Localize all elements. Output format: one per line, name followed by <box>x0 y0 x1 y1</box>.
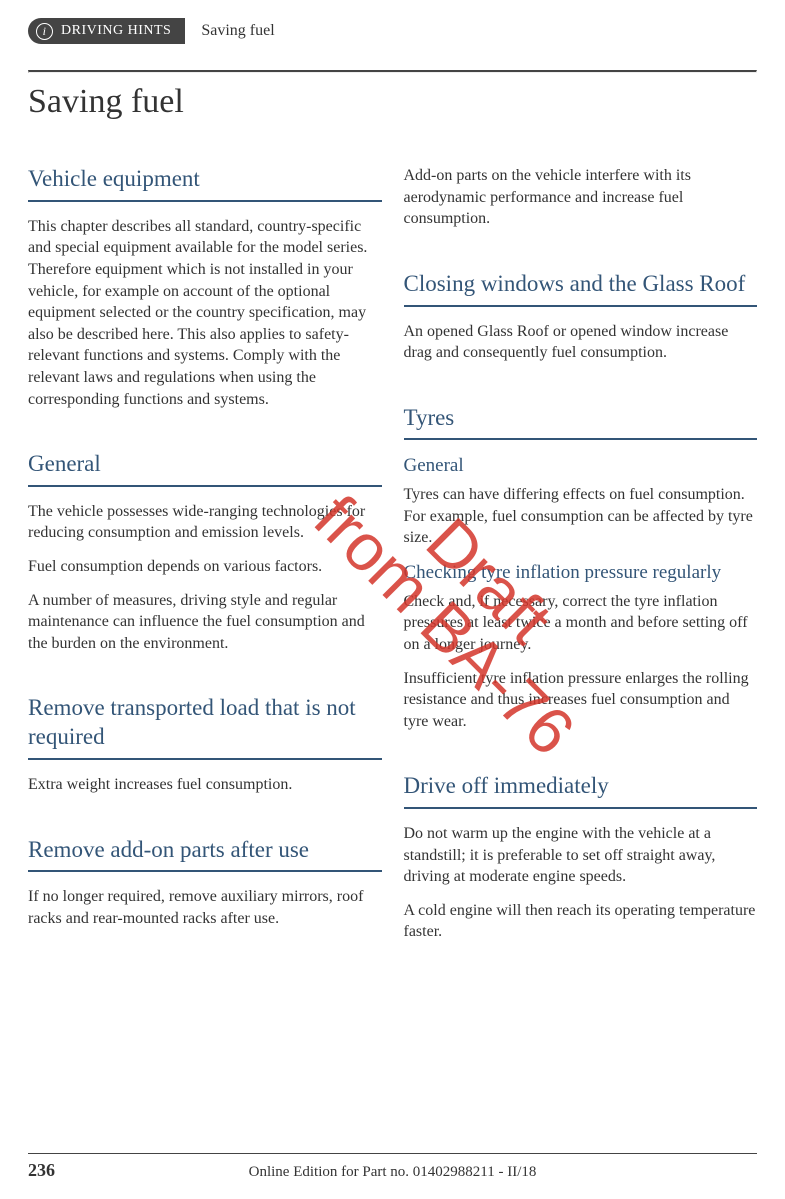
section-rule <box>404 305 758 307</box>
body-text: Check and, if necessary, correct the tyr… <box>404 591 758 656</box>
spacer <box>28 666 382 694</box>
section-rule <box>28 758 382 760</box>
right-column: Add-on parts on the vehicle interfere wi… <box>404 165 758 955</box>
heading-general: General <box>28 450 382 479</box>
header-chip: i DRIVING HINTS <box>28 18 185 44</box>
body-text: An opened Glass Roof or opened window in… <box>404 321 758 364</box>
spacer <box>404 242 758 270</box>
body-text: A number of measures, driving style and … <box>28 590 382 655</box>
heading-vehicle-equipment: Vehicle equipment <box>28 165 382 194</box>
subheading-tyre-pressure: Checking tyre inflation pressure regular… <box>404 561 758 585</box>
body-text: Extra weight increases fuel consumption. <box>28 774 382 796</box>
body-text: A cold engine will then reach its operat… <box>404 900 758 943</box>
section-rule <box>28 485 382 487</box>
spacer <box>28 422 382 450</box>
section-rule <box>28 200 382 202</box>
header-rule <box>28 70 757 73</box>
spacer <box>404 376 758 404</box>
heading-drive-off: Drive off immediately <box>404 772 758 801</box>
body-text: Fuel consumption depends on various fact… <box>28 556 382 578</box>
body-text: Insufficient tyre inflation pressure enl… <box>404 668 758 733</box>
body-text: The vehicle possesses wide-ranging techn… <box>28 501 382 544</box>
footer-row: 236 Online Edition for Part no. 01402988… <box>28 1160 757 1181</box>
subheading-tyres-general: General <box>404 454 758 478</box>
section-rule <box>404 807 758 809</box>
body-text: This chapter describes all standard, cou… <box>28 216 382 410</box>
body-text: Tyres can have differing effects on fuel… <box>404 484 758 549</box>
body-text: Add-on parts on the vehicle interfere wi… <box>404 165 758 230</box>
heading-remove-load: Remove transported load that is not requ… <box>28 694 382 752</box>
page-title: Saving fuel <box>28 83 757 121</box>
header-bar: i DRIVING HINTS Saving fuel <box>28 18 757 44</box>
heading-tyres: Tyres <box>404 404 758 433</box>
body-text: Do not warm up the engine with the vehic… <box>404 823 758 888</box>
heading-remove-addon: Remove add-on parts after use <box>28 836 382 865</box>
footer: 236 Online Edition for Part no. 01402988… <box>0 1153 785 1181</box>
spacer <box>404 744 758 772</box>
body-text: If no longer required, remove auxiliary … <box>28 886 382 929</box>
footer-text: Online Edition for Part no. 01402988211 … <box>28 1164 757 1181</box>
chip-label: DRIVING HINTS <box>61 23 171 39</box>
content-columns: Vehicle equipment This chapter describes… <box>28 165 757 955</box>
page: i DRIVING HINTS Saving fuel Saving fuel … <box>0 0 785 1199</box>
info-icon: i <box>36 23 53 40</box>
header-title: Saving fuel <box>185 18 290 44</box>
heading-closing-windows: Closing windows and the Glass Roof <box>404 270 758 299</box>
section-rule <box>404 438 758 440</box>
footer-rule <box>28 1153 757 1154</box>
left-column: Vehicle equipment This chapter describes… <box>28 165 382 955</box>
section-rule <box>28 870 382 872</box>
spacer <box>28 808 382 836</box>
